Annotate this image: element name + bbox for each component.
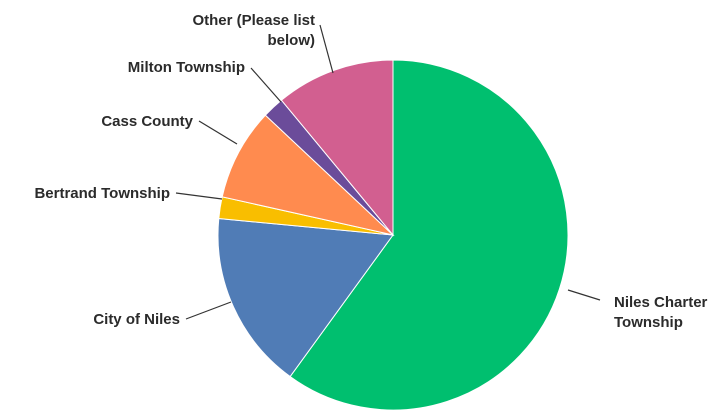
slice-label-line: City of Niles: [93, 311, 180, 328]
pie-slices: [217, 59, 569, 411]
pie-slice-niles-charter-township: [289, 59, 569, 411]
slice-label-line: below): [268, 32, 316, 49]
slice-label-line: Milton Township: [128, 59, 245, 76]
pie-slice-other-please-list-below: [280, 59, 394, 237]
pie-slice-city-of-niles: [217, 217, 394, 378]
slice-label-city-of-niles: City of Niles: [93, 311, 180, 328]
slice-label-line: Township: [614, 314, 683, 331]
slice-label-niles-charter-township: Niles Charter Township: [614, 294, 708, 331]
slice-labels: Niles Charter Township City of Niles Bertra…: [34, 12, 707, 331]
leader-line-milton-township: [250, 67, 282, 103]
slice-label-cass-county: Cass County: [101, 113, 193, 130]
slice-label-line: Bertrand Township: [34, 185, 170, 202]
leader-line-city-of-niles: [185, 301, 232, 320]
leader-line-cass-county: [198, 120, 238, 145]
leader-line-niles-charter-township: [567, 289, 601, 301]
leader-line-bertrand-township: [175, 192, 223, 200]
slice-label-line: Cass County: [101, 113, 193, 130]
slice-label-line: Niles Charter: [614, 294, 708, 311]
leader-line-other-please-list-below: [319, 24, 334, 74]
slice-label-other-please-list-below: Other (Please list below): [192, 12, 315, 49]
leader-lines: [175, 24, 601, 320]
slice-label-milton-township: Milton Township: [128, 59, 245, 76]
pie-slice-cass-county: [221, 114, 395, 236]
slice-label-line: Other (Please list: [192, 12, 315, 29]
slice-label-bertrand-township: Bertrand Township: [34, 185, 170, 202]
